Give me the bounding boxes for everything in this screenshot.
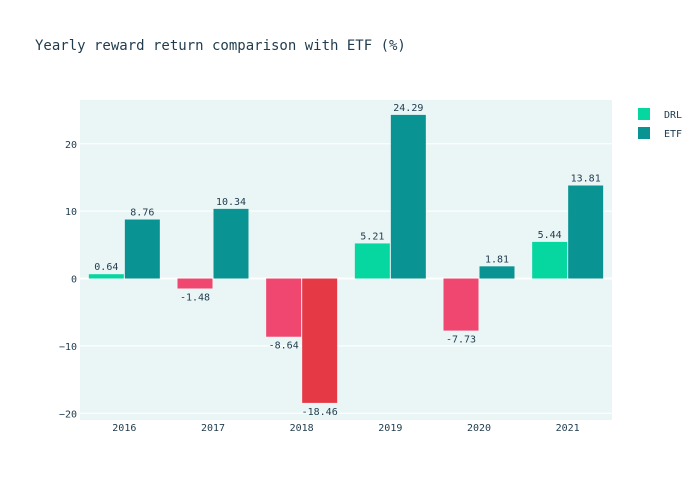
plot-area: [80, 100, 612, 420]
x-tick-label: 2018: [290, 423, 314, 434]
data-label: -1.48: [180, 292, 210, 303]
data-label: -7.73: [446, 335, 476, 346]
bar-etf-2016: [124, 219, 160, 279]
legend-label-etf: ETF: [664, 129, 682, 140]
bar-drl-2017: [177, 278, 213, 289]
data-label: -18.46: [302, 407, 338, 418]
data-label: 0.64: [94, 262, 118, 273]
bar-etf-2018: [302, 278, 338, 403]
bar-etf-2017: [213, 208, 249, 279]
bar-etf-2019: [390, 114, 426, 279]
y-tick-label: 10: [65, 207, 77, 218]
y-tick-label: −10: [59, 342, 77, 353]
bar-drl-2016: [88, 274, 124, 279]
y-tick-label: −20: [59, 409, 77, 420]
y-axis: −20 −10 0 10 20: [59, 140, 77, 420]
y-tick-label: 20: [65, 140, 77, 151]
bar-drl-2018: [266, 278, 302, 337]
x-tick-label: 2020: [467, 423, 491, 434]
x-tick-label: 2019: [378, 423, 402, 434]
bars-layer: [88, 114, 604, 403]
grid-layer: [80, 143, 612, 414]
bar-drl-2019: [354, 243, 390, 279]
data-label: 13.81: [571, 173, 601, 184]
x-axis: 2016 2017 2018 2019 2020 2021: [112, 423, 579, 434]
bar-etf-2021: [568, 185, 604, 279]
legend-swatch-drl: [638, 108, 650, 120]
labels-layer: 0.64 -1.48 -8.64 5.21 -7.73 5.44 8.76 10.34 -18.…: [94, 103, 600, 418]
data-label: 5.21: [360, 231, 384, 242]
x-tick-label: 2017: [201, 423, 225, 434]
bar-drl-2021: [532, 241, 568, 279]
x-tick-label: 2021: [556, 423, 580, 434]
data-label: 1.81: [485, 254, 509, 265]
data-label: 24.29: [393, 103, 423, 114]
bar-drl-2020: [443, 278, 479, 331]
x-tick-label: 2016: [112, 423, 136, 434]
legend[interactable]: DRL ETF: [638, 108, 682, 140]
data-label: 8.76: [130, 208, 154, 219]
data-label: 5.44: [538, 230, 562, 241]
data-label: 10.34: [216, 197, 246, 208]
legend-swatch-etf: [638, 127, 650, 139]
y-tick-label: 0: [71, 275, 77, 286]
legend-label-drl: DRL: [664, 110, 682, 121]
bar-etf-2020: [479, 266, 515, 279]
data-label: -8.64: [269, 341, 299, 352]
chart-title: Yearly reward return comparison with ETF…: [35, 38, 406, 54]
